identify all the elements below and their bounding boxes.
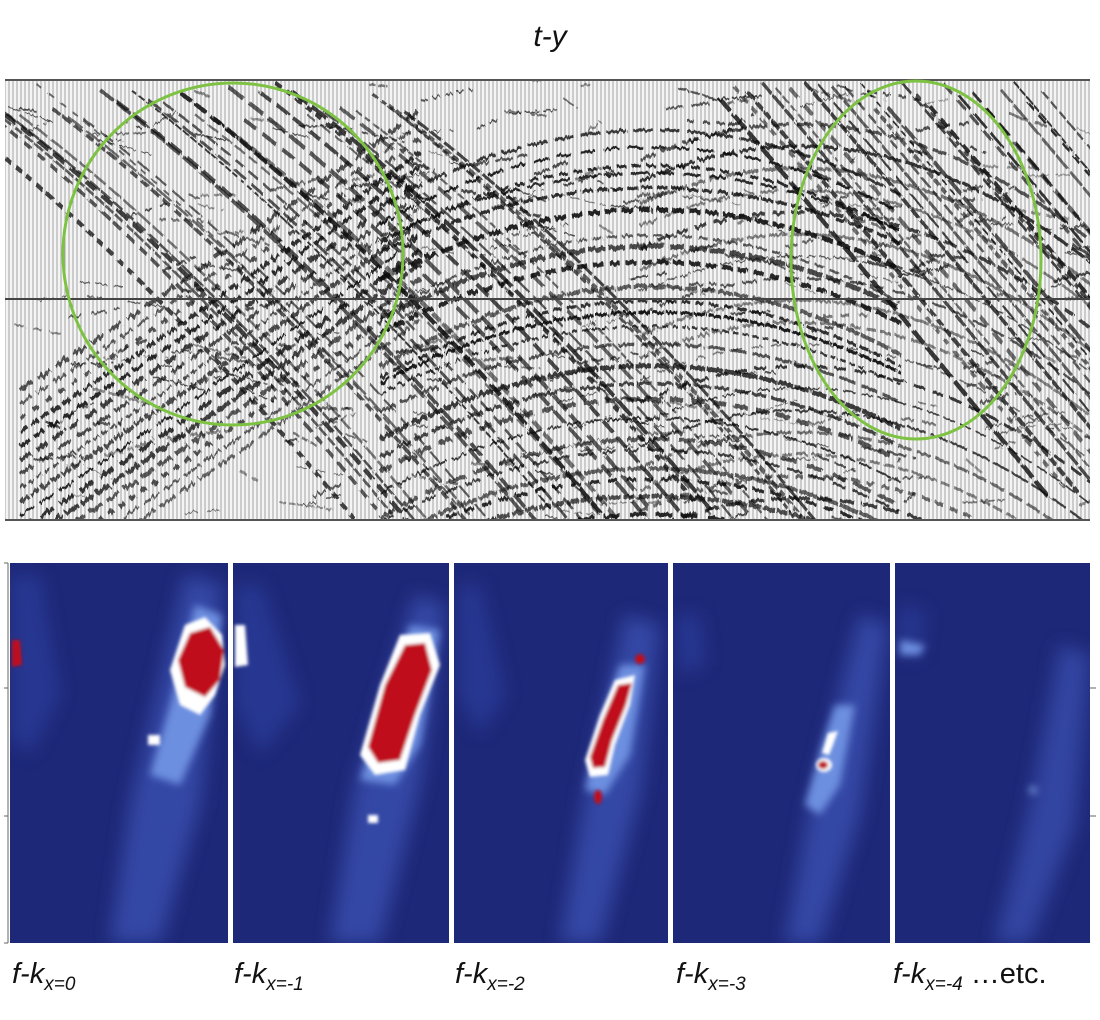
fk-label-1: f-kx=-1: [234, 958, 304, 995]
section-title: t-y: [533, 20, 567, 53]
fk-label-2: f-kx=-2: [455, 958, 525, 995]
fk-panel-1: [233, 563, 449, 943]
seismic-reflection-events: [5, 80, 1090, 520]
fk-panel-4: [895, 563, 1090, 943]
fk-label-3: f-kx=-3: [676, 958, 746, 995]
fk-separator: [449, 563, 454, 943]
fk-label-4: f-kx=-4 …etc.: [893, 958, 1047, 995]
fk-panel-2: [454, 563, 668, 943]
fk-separator: [228, 563, 233, 943]
highlight-ellipse-left: [61, 81, 405, 427]
fk-separator: [890, 563, 895, 943]
fk-separator: [668, 563, 673, 943]
fk-panel-3: [673, 563, 890, 943]
highlight-ellipse-right: [789, 79, 1043, 441]
seismic-section: [5, 79, 1090, 521]
fk-panel-0: [10, 563, 228, 943]
fk-spectra-strip: [4, 562, 1096, 944]
fk-label-0: f-kx=0: [12, 958, 76, 995]
